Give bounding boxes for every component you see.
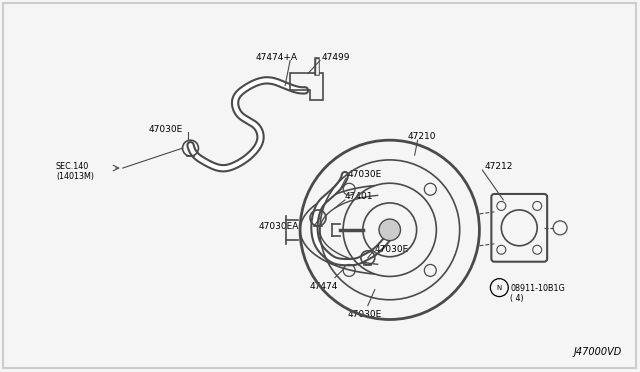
Text: 47210: 47210 [408, 132, 436, 141]
Text: ( 4): ( 4) [510, 294, 524, 302]
Circle shape [379, 219, 401, 241]
Text: 47499: 47499 [322, 52, 351, 61]
Text: SEC.140: SEC.140 [56, 162, 89, 171]
Text: 47212: 47212 [484, 162, 513, 171]
Text: 47030E: 47030E [348, 170, 382, 179]
Text: 47030EA: 47030EA [258, 222, 299, 231]
Text: 47030E: 47030E [348, 310, 382, 318]
Text: N: N [497, 285, 502, 291]
Text: 47474+A: 47474+A [255, 52, 297, 61]
Text: 47030E: 47030E [148, 125, 183, 134]
Text: (14013M): (14013M) [56, 172, 94, 181]
Text: 47474: 47474 [310, 282, 339, 291]
Text: J47000VD: J47000VD [574, 347, 622, 357]
Text: 08911-10B1G: 08911-10B1G [510, 283, 565, 293]
Text: 47401: 47401 [345, 192, 373, 201]
Text: 47030E: 47030E [375, 245, 409, 254]
